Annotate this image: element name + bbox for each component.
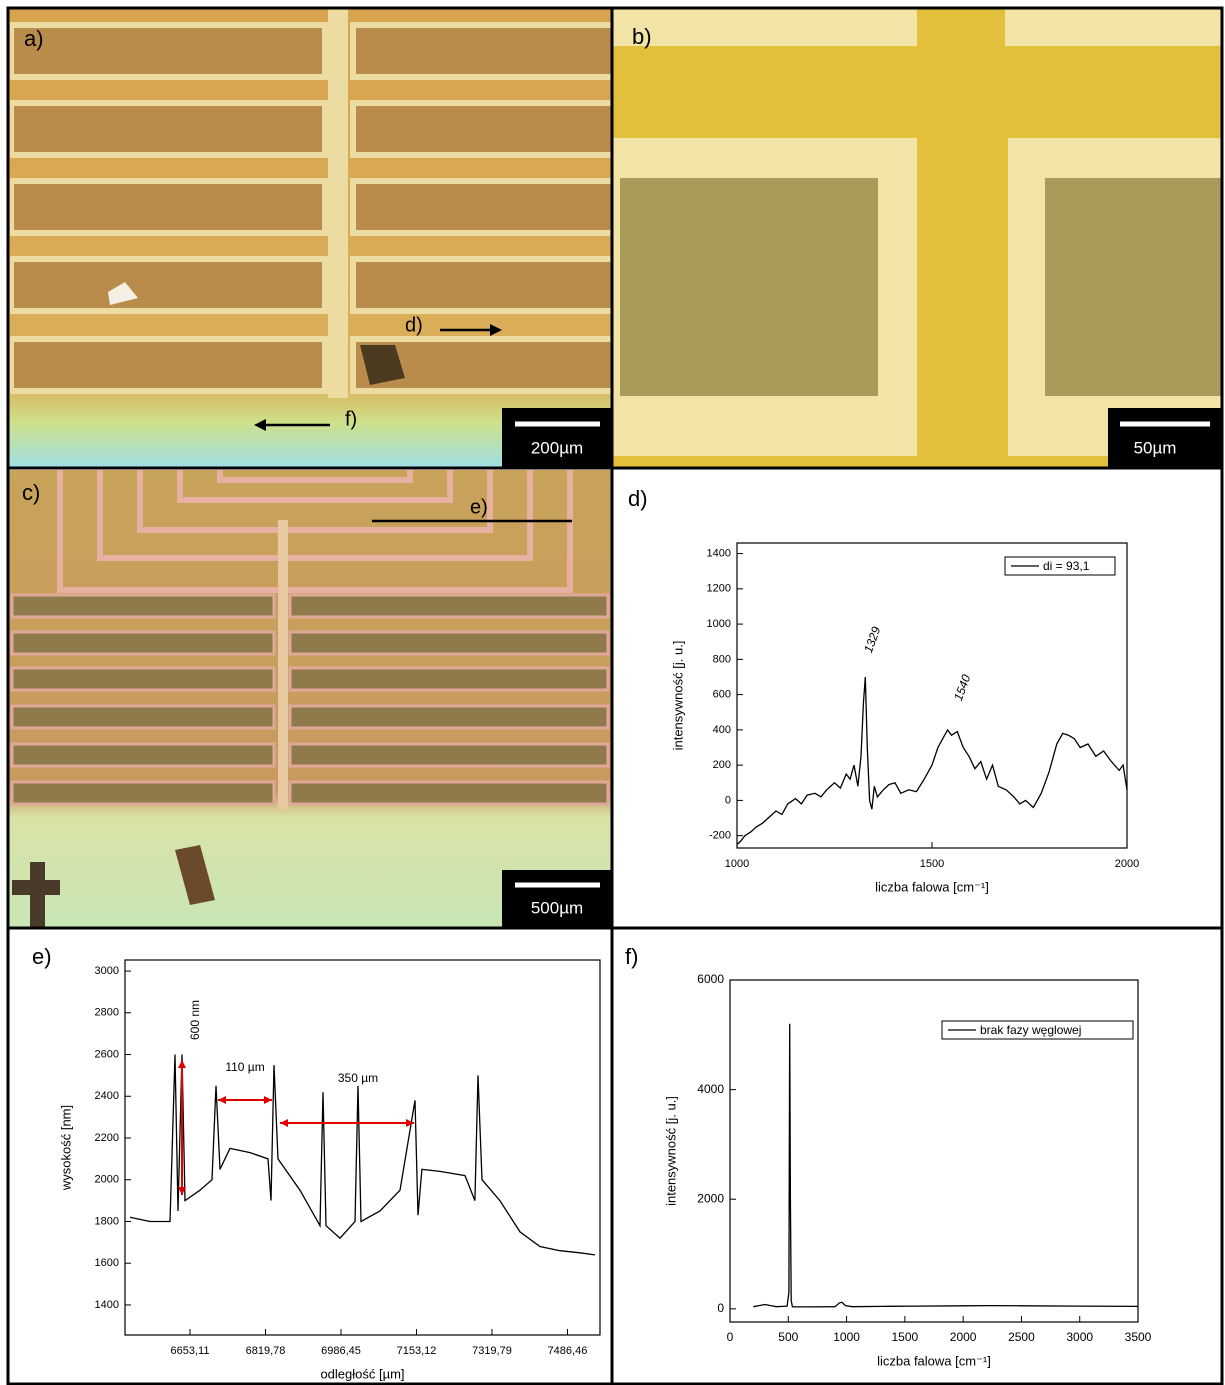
y-tick-label: 800	[713, 653, 731, 665]
y-tick-label: 200	[713, 759, 731, 771]
arrow-head	[178, 1187, 186, 1195]
x-tick-label: 3000	[1066, 1330, 1093, 1344]
y-tick-label: 1800	[95, 1215, 119, 1227]
y-tick-label: 4000	[697, 1082, 724, 1096]
panel-label: e)	[32, 944, 52, 969]
y-tick-label: 400	[713, 724, 731, 736]
x-axis-label: odległość [µm]	[320, 1366, 404, 1381]
y-tick-label: 1000	[707, 618, 731, 630]
plot-frame	[736, 542, 1128, 849]
x-tick-label: 2500	[1008, 1330, 1035, 1344]
x-tick-label: 1500	[892, 1330, 919, 1344]
y-tick-label: 1400	[707, 547, 731, 559]
y-tick-label: 2800	[95, 1007, 119, 1019]
y-tick-label: 2000	[697, 1191, 724, 1205]
annotation: 350 µm	[338, 1071, 378, 1085]
x-tick-label: 1000	[725, 858, 749, 870]
x-tick-label: 6819,78	[246, 1345, 286, 1357]
y-tick-label: 2600	[95, 1048, 119, 1060]
x-axis-label: liczba falowa [cm⁻¹]	[875, 879, 989, 894]
legend-label: brak fazy węglowej	[980, 1023, 1081, 1037]
plot-frame	[124, 959, 601, 1336]
micrograph-b	[612, 8, 1222, 468]
arrow-head	[218, 1096, 226, 1104]
annotation: e)	[470, 496, 488, 518]
scale-bar-label: 500µm	[531, 898, 583, 917]
y-tick-label: 0	[717, 1301, 724, 1315]
arrow-head	[178, 1060, 186, 1068]
y-axis-label: wysokość [nm]	[58, 1105, 73, 1191]
panel-label: b)	[632, 24, 652, 49]
data-line	[129, 1054, 595, 1256]
y-tick-label: 600	[713, 689, 731, 701]
x-axis-label: liczba falowa [cm⁻¹]	[877, 1353, 991, 1368]
annotation: d)	[405, 314, 423, 336]
y-tick-label: 1400	[95, 1299, 119, 1311]
x-tick-label: 2000	[950, 1330, 977, 1344]
y-axis-label: intensywność [j. u.]	[670, 641, 685, 751]
annotation: f)	[345, 408, 357, 430]
x-tick-label: 2000	[1115, 858, 1139, 870]
micrograph-a	[8, 8, 612, 468]
x-tick-label: 1500	[920, 858, 944, 870]
scale-bar-label: 200µm	[531, 438, 583, 457]
y-tick-label: 2000	[95, 1174, 119, 1186]
legend-label: di = 93,1	[1043, 559, 1090, 573]
x-tick-label: 7486,46	[548, 1345, 588, 1357]
panel-label: d)	[628, 486, 648, 511]
y-tick-label: 1200	[707, 583, 731, 595]
x-tick-label: 7319,79	[472, 1345, 512, 1357]
panel-label: c)	[22, 480, 40, 505]
y-tick-label: 3000	[95, 965, 119, 977]
annotation: 1540	[951, 672, 973, 702]
micrograph-c	[8, 470, 612, 928]
x-tick-label: 500	[778, 1330, 798, 1344]
x-tick-label: 0	[727, 1330, 734, 1344]
y-axis-label: intensywność [j. u.]	[663, 1096, 678, 1206]
scale-bar-label: 50µm	[1134, 438, 1177, 457]
y-tick-label: 6000	[697, 972, 724, 986]
arrow-head	[264, 1096, 272, 1104]
x-tick-label: 7153,12	[397, 1345, 437, 1357]
data-line	[753, 1023, 1139, 1308]
annotation: 1329	[861, 624, 883, 654]
legend-box	[1004, 556, 1116, 576]
annotation: 600 nm	[188, 1000, 202, 1040]
y-tick-label: 2200	[95, 1132, 119, 1144]
y-tick-label: 0	[725, 794, 731, 806]
panel-borders	[6, 6, 1224, 1385]
y-tick-label: 1600	[95, 1257, 119, 1269]
x-tick-label: 6653,11	[171, 1345, 210, 1357]
y-tick-label: 2400	[95, 1090, 119, 1102]
annotation: 110 µm	[225, 1060, 264, 1074]
panel-label: a)	[24, 26, 44, 51]
plot-frame	[729, 979, 1139, 1323]
data-line	[736, 676, 1128, 845]
y-tick-label: -200	[709, 830, 731, 842]
arrow-head	[280, 1119, 288, 1127]
legend-box	[941, 1020, 1134, 1040]
arrow-head	[406, 1119, 414, 1127]
panel-label: f)	[625, 944, 638, 969]
x-tick-label: 1000	[833, 1330, 860, 1344]
x-tick-label: 6986,45	[321, 1345, 361, 1357]
x-tick-label: 3500	[1125, 1330, 1152, 1344]
